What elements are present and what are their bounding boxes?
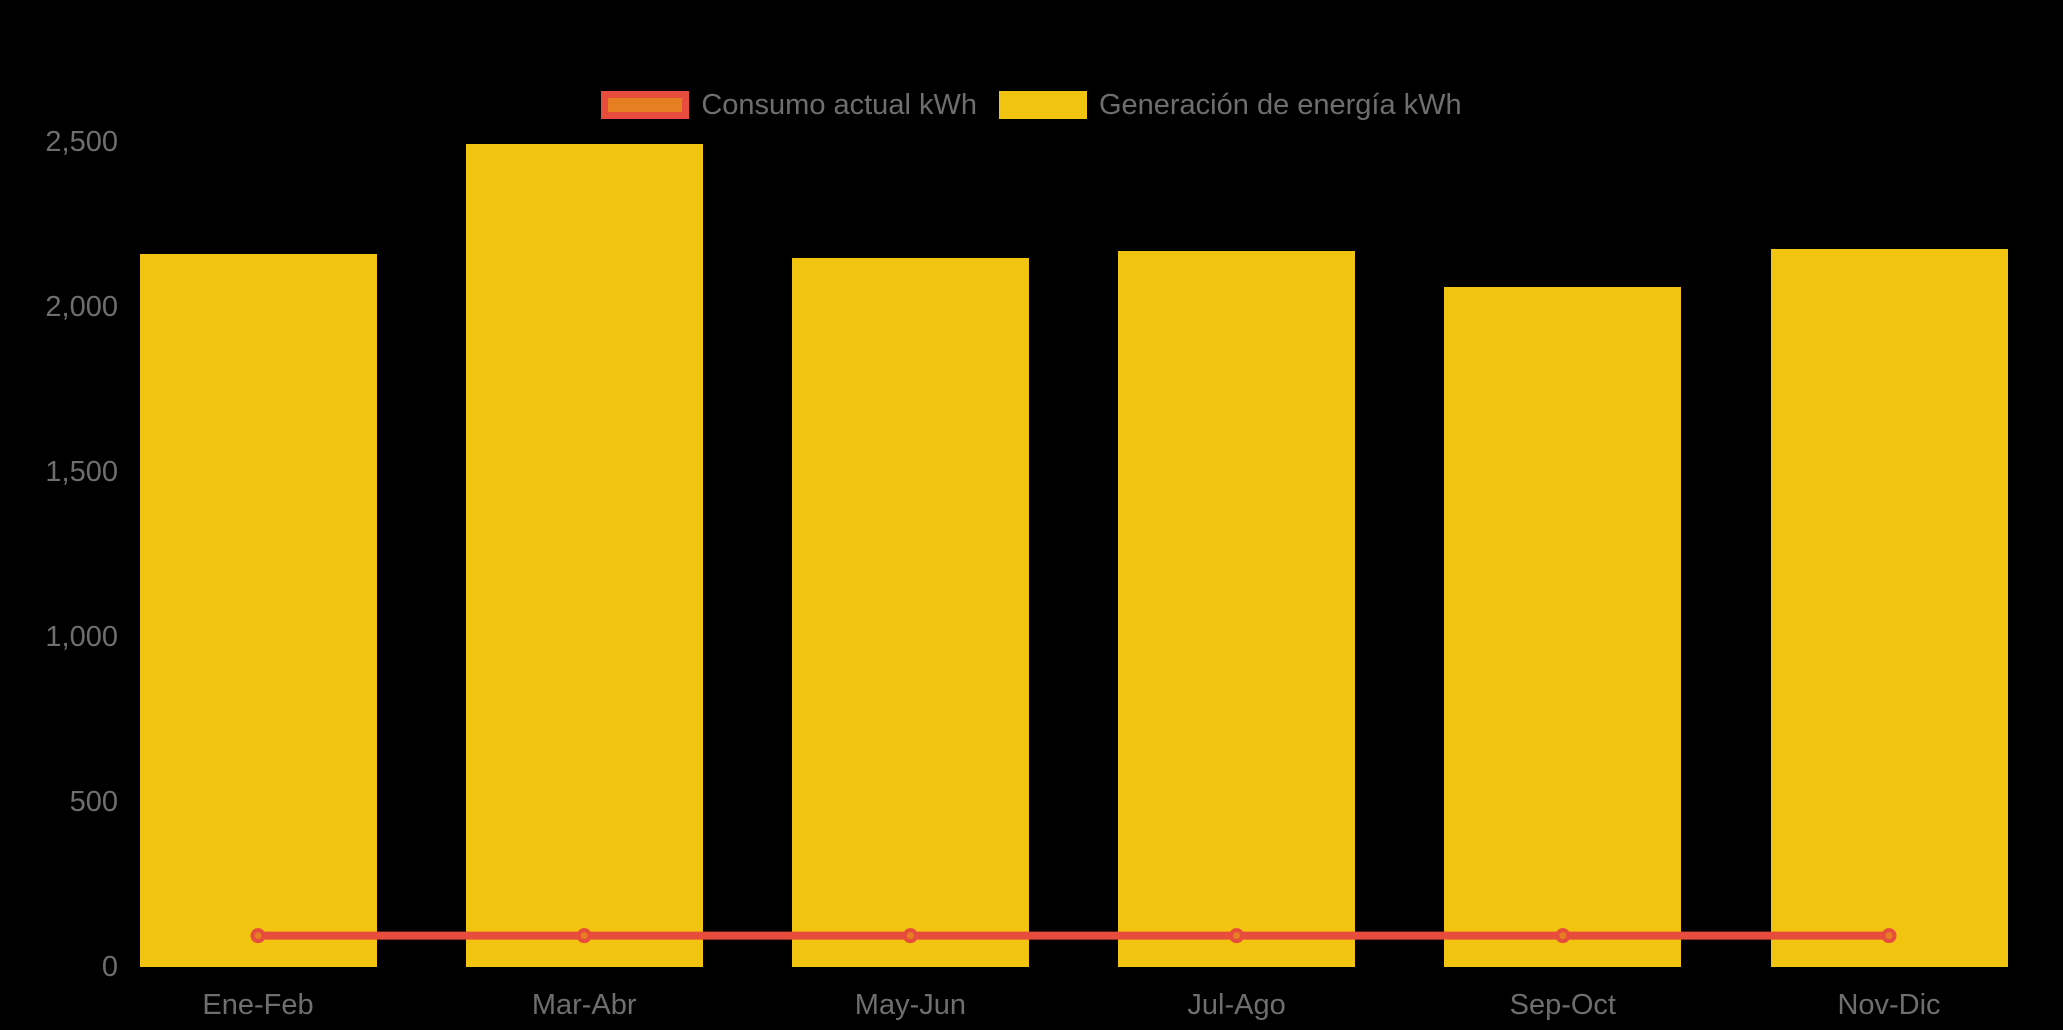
legend-swatch-consumo-icon	[601, 91, 690, 119]
bar-generacion-May-Jun[interactable]	[791, 257, 1029, 967]
x-tick-label-Jul-Ago: Jul-Ago	[1187, 989, 1286, 1021]
x-tick-label-Ene-Feb: Ene-Feb	[202, 989, 314, 1021]
x-tick-label-Mar-Abr: Mar-Abr	[531, 989, 637, 1021]
consumo-point-Jul-Ago[interactable]	[1229, 928, 1245, 944]
bar-generacion-Nov-Dic[interactable]	[1770, 249, 2008, 967]
legend-item-consumo-actual[interactable]: Consumo actual kWh	[601, 90, 977, 120]
consumo-point-May-Jun[interactable]	[902, 928, 918, 944]
bar-generacion-Jul-Ago[interactable]	[1118, 250, 1356, 967]
y-tick-label-1500: 1,500	[45, 456, 118, 488]
bar-generacion-Mar-Abr[interactable]	[465, 143, 703, 967]
legend-item-generacion[interactable]: Generación de energía kWh	[998, 89, 1462, 121]
bar-generacion-Sep-Oct[interactable]	[1444, 287, 1682, 967]
y-tick-label-500: 500	[69, 786, 118, 818]
y-tick-label-2500: 2,500	[45, 126, 118, 158]
y-tick-label-1000: 1,000	[45, 621, 118, 653]
y-tick-label-0: 0	[101, 951, 118, 983]
x-tick-label-Sep-Oct: Sep-Oct	[1509, 989, 1616, 1021]
legend-label-consumo: Consumo actual kWh	[701, 89, 977, 121]
legend-label-generacion: Generación de energía kWh	[1098, 89, 1462, 121]
consumo-point-Nov-Dic[interactable]	[1881, 928, 1897, 944]
bar-generacion-Ene-Feb[interactable]	[139, 254, 377, 967]
legend-swatch-generacion-icon	[998, 91, 1087, 119]
consumo-point-Mar-Abr[interactable]	[576, 928, 592, 944]
x-tick-label-May-Jun: May-Jun	[854, 989, 966, 1021]
legend: Consumo actual kWh Generación de energía…	[0, 90, 2063, 120]
consumo-point-Sep-Oct[interactable]	[1555, 928, 1571, 944]
x-tick-label-Nov-Dic: Nov-Dic	[1837, 989, 1941, 1021]
y-tick-label-2000: 2,000	[45, 291, 118, 323]
consumo-point-Ene-Feb[interactable]	[250, 928, 266, 944]
